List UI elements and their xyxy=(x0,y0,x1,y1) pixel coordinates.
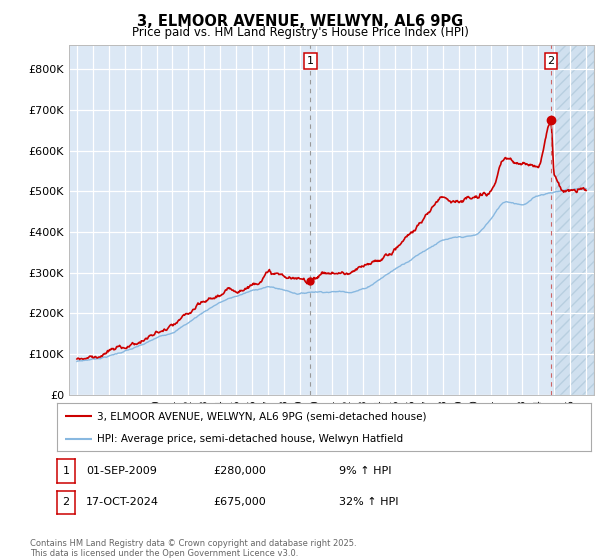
Text: 2: 2 xyxy=(547,56,554,66)
Text: 3, ELMOOR AVENUE, WELWYN, AL6 9PG: 3, ELMOOR AVENUE, WELWYN, AL6 9PG xyxy=(137,14,463,29)
Text: 3, ELMOOR AVENUE, WELWYN, AL6 9PG (semi-detached house): 3, ELMOOR AVENUE, WELWYN, AL6 9PG (semi-… xyxy=(97,411,427,421)
Text: 2: 2 xyxy=(62,497,70,507)
Text: £675,000: £675,000 xyxy=(213,497,266,507)
Text: £280,000: £280,000 xyxy=(213,466,266,476)
Text: Price paid vs. HM Land Registry's House Price Index (HPI): Price paid vs. HM Land Registry's House … xyxy=(131,26,469,39)
Text: 17-OCT-2024: 17-OCT-2024 xyxy=(86,497,159,507)
Text: 01-SEP-2009: 01-SEP-2009 xyxy=(86,466,157,476)
Text: 9% ↑ HPI: 9% ↑ HPI xyxy=(339,466,391,476)
Text: HPI: Average price, semi-detached house, Welwyn Hatfield: HPI: Average price, semi-detached house,… xyxy=(97,434,403,444)
Text: 1: 1 xyxy=(307,56,314,66)
Text: 32% ↑ HPI: 32% ↑ HPI xyxy=(339,497,398,507)
Text: 1: 1 xyxy=(62,466,70,476)
Bar xyxy=(554,45,594,395)
Text: Contains HM Land Registry data © Crown copyright and database right 2025.
This d: Contains HM Land Registry data © Crown c… xyxy=(30,539,356,558)
